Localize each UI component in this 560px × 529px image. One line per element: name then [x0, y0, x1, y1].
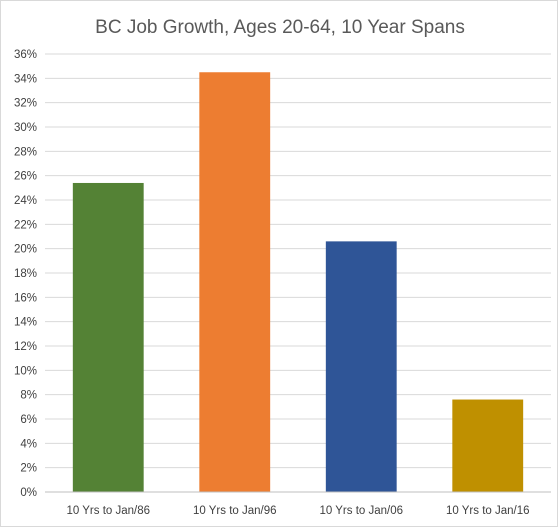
y-tick-label: 20% — [14, 244, 37, 256]
bar — [452, 399, 524, 492]
y-tick-label: 4% — [20, 438, 37, 450]
x-category-label: 10 Yrs to Jan/96 — [193, 505, 277, 517]
y-tick-label: 24% — [14, 195, 37, 207]
bar — [325, 241, 397, 492]
x-category-label: 10 Yrs to Jan/16 — [446, 505, 530, 517]
y-tick-label: 34% — [14, 73, 37, 85]
y-tick-label: 26% — [14, 171, 37, 183]
y-tick-label: 0% — [20, 487, 37, 499]
y-tick-label: 32% — [14, 98, 37, 110]
chart-title: BC Job Growth, Ages 20-64, 10 Year Spans — [95, 17, 465, 38]
y-tick-label: 30% — [14, 122, 37, 134]
y-tick-label: 2% — [20, 463, 37, 475]
y-tick-label: 22% — [14, 219, 37, 231]
y-tick-label: 12% — [14, 341, 37, 353]
y-tick-label: 8% — [20, 390, 37, 402]
y-tick-label: 10% — [14, 365, 37, 377]
y-tick-label: 16% — [14, 292, 37, 304]
x-category-label: 10 Yrs to Jan/86 — [66, 505, 150, 517]
y-tick-label: 28% — [14, 146, 37, 158]
bar — [199, 72, 271, 492]
x-axis-categories: 10 Yrs to Jan/86 10 Yrs to Jan/96 10 Yrs t… — [66, 505, 529, 517]
y-tick-label: 14% — [14, 317, 37, 329]
bar — [72, 182, 144, 492]
x-category-label: 10 Yrs to Jan/06 — [319, 505, 403, 517]
y-tick-label: 18% — [14, 268, 37, 280]
y-tick-label: 6% — [20, 414, 37, 426]
y-tick-label: 36% — [14, 49, 37, 61]
y-axis-ticks: 0% 2% 4% 6% 8% 10% 12% 14% 16% 18% 20% 22% 24% 26% 28%… — [14, 49, 37, 499]
bars — [72, 72, 524, 492]
